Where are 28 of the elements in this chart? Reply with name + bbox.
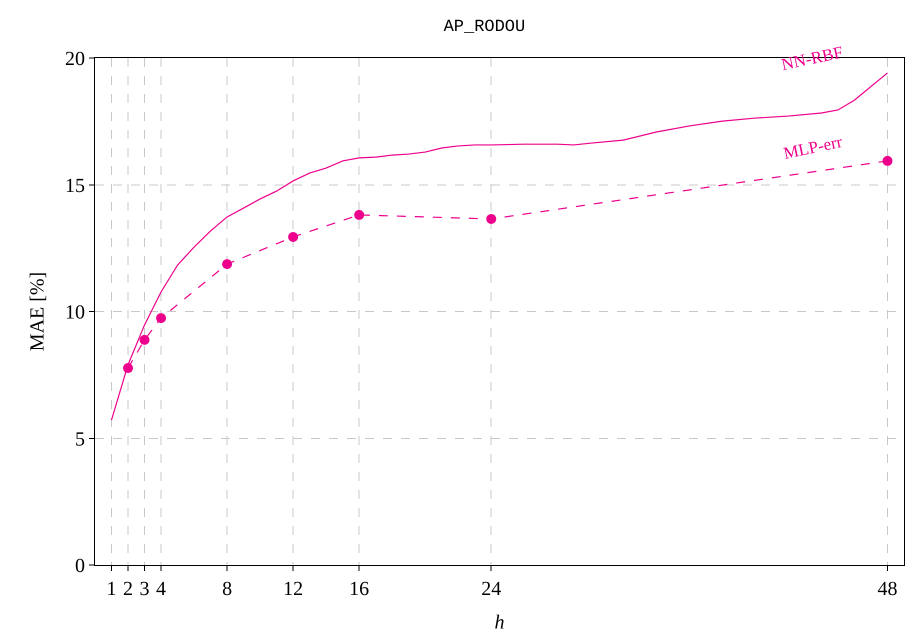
- x-tick-label: 48: [877, 578, 898, 600]
- line-series: [110, 72, 888, 421]
- x-tick-label: 8: [222, 578, 232, 600]
- point: [354, 210, 364, 220]
- x-tick-label: 16: [349, 578, 370, 600]
- x-tick-label: 1: [106, 578, 117, 600]
- y-tick-label: 20: [65, 48, 85, 70]
- x-tick-label: 12: [283, 578, 304, 600]
- y-axis-title: MAE [%]: [26, 272, 48, 352]
- point: [123, 363, 134, 374]
- x-tick-label: 4: [156, 578, 166, 600]
- point: [288, 232, 298, 242]
- y-tick-label: 15: [65, 174, 85, 197]
- point: [882, 156, 892, 166]
- x-tick-label: 2: [123, 578, 134, 600]
- y-tick-label: 5: [75, 428, 85, 450]
- x-tick-label: 24: [481, 578, 502, 600]
- y-tick-label: 10: [65, 302, 85, 324]
- text: MLP-err: [782, 132, 844, 163]
- text: NN-RBF: [780, 42, 845, 74]
- chart-title: AP_RODOU: [444, 18, 526, 38]
- x-tick-label: 3: [140, 578, 150, 600]
- point: [156, 313, 166, 324]
- point: [222, 259, 232, 270]
- point: [486, 214, 496, 224]
- y-tick-label: 0: [75, 555, 85, 577]
- point: [140, 334, 150, 345]
- x-axis-title: h: [494, 612, 504, 634]
